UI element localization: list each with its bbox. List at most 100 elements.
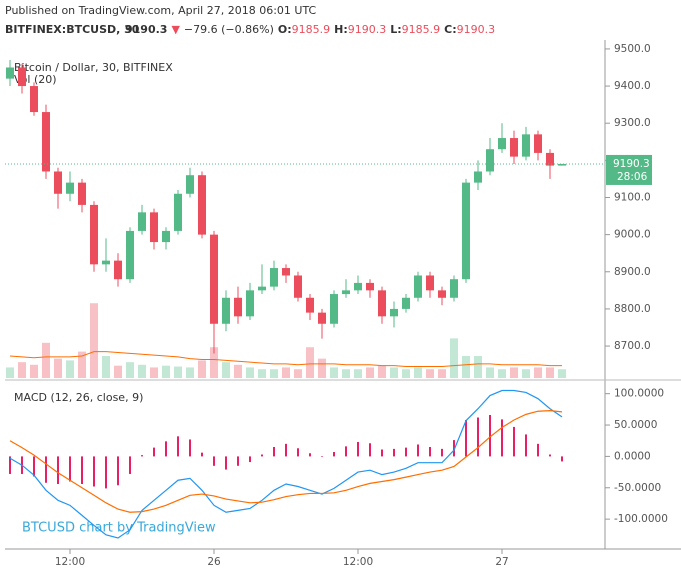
ohlc-label: C: [444,23,456,36]
candle-body [138,212,146,231]
volume-bar [138,364,146,378]
candle-body [558,163,566,166]
volume-bar [378,365,386,378]
volume-bar [414,367,422,378]
candle-body [354,282,362,291]
candle-body [54,171,62,194]
signal-line [9,410,563,513]
candle-body [414,275,422,298]
candle-body [114,260,122,280]
candle-body [18,67,26,87]
y2-tick-label: -50.0000 [614,482,661,494]
x-tick-label: 12:00 [55,556,85,568]
chart-title: Bitcoin / Dollar, 30, BITFINEX [14,61,173,74]
candle-body [234,297,242,317]
y-tick-label: 8800.0 [614,303,651,315]
volume-bar [186,367,194,378]
last-price-label: 9190.3 [613,158,650,170]
candle-body [102,260,110,265]
ohlc-label: O: [278,23,292,36]
volume-bar [210,347,218,378]
candle-body [150,212,158,243]
x-tick-label: 26 [207,556,221,568]
volume-bar [534,367,542,378]
last-price: 9190.3 [125,23,167,36]
candle-body [546,152,554,166]
watermark: BTCUSD chart by TradingView [22,521,216,536]
candle-body [426,275,434,291]
volume-bar [558,369,566,378]
candle-body [282,268,290,276]
volume-bar [270,369,278,378]
candle-body [42,112,50,172]
volume-bar [6,367,14,378]
volume-ma-line [9,351,562,368]
candle-body [126,230,134,280]
candle-body [450,279,458,298]
volume-bar [366,367,374,378]
y2-tick-label: -100.0000 [614,513,668,525]
candle-body [198,175,206,235]
volume-bar [294,369,302,378]
volume-bar [150,367,158,378]
volume-bar [306,347,314,378]
volume-bar [486,367,494,378]
candle-body [294,275,302,298]
y2-tick-label: 0.0000 [614,450,651,462]
x-tick-label: 27 [495,556,508,568]
candle-body [66,182,74,194]
published: Published on TradingView.com, April 27, … [5,4,317,17]
x-tick-label: 12:00 [343,556,373,568]
candle-body [186,175,194,194]
y-tick-label: 9500.0 [614,43,651,55]
y-tick-label: 9000.0 [614,229,651,241]
volume-bar [222,362,230,378]
ohlc-value: 9185.9 [292,23,331,36]
candle-body [510,138,518,157]
volume-bar [450,338,458,378]
ohlc-label: L: [390,23,401,36]
symbol: BITFINEX:BTCUSD, 30 [5,23,140,36]
volume-bar [342,369,350,378]
candle-body [402,297,410,309]
volume-bar [462,356,470,378]
ohlc-value: 9185.9 [402,23,441,36]
y-tick-label: 8900.0 [614,266,651,278]
volume-bar [30,364,38,378]
volume-bar [54,358,62,378]
candle-body [534,134,542,153]
volume-bar [498,369,506,378]
y-tick-label: 8700.0 [614,340,651,352]
countdown: 28:06 [617,171,648,183]
candle-body [438,290,446,298]
ohlc-label: H: [334,23,348,36]
volume-bar [258,369,266,378]
candle-body [474,171,482,183]
volume-bar [402,369,410,378]
candle-body [6,67,14,79]
volume-bar [282,367,290,378]
candle-body [366,282,374,291]
volume-bar [330,367,338,378]
volume-bar [114,365,122,378]
candle-body [342,290,350,295]
volume-bar [18,362,26,378]
volume-bar [390,367,398,378]
candle-body [258,286,266,291]
volume-bar [354,369,362,378]
volume-bar [174,366,182,378]
volume-bar [522,369,530,378]
volume-bar [438,369,446,378]
candle-body [246,290,254,317]
change: −79.6 (−0.86%) [184,23,274,36]
change-arrow: ▼ [171,23,180,36]
y-tick-label: 9400.0 [614,80,651,92]
candle-body [330,294,338,324]
candle-body [306,297,314,313]
candle-body [522,134,530,157]
candle-body [498,138,506,150]
candle-body [318,312,326,324]
y-tick-label: 9100.0 [614,191,651,203]
